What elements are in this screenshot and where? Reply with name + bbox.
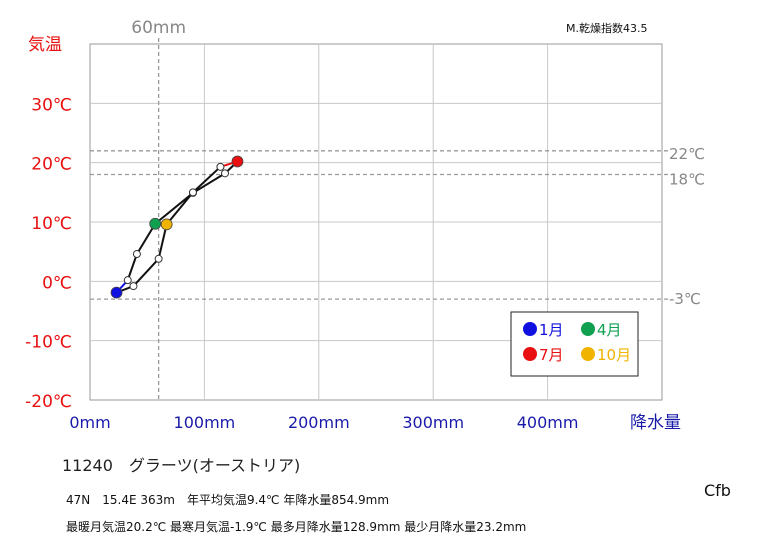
reference-lines: 60mm 22℃ 18℃ -3℃ — [90, 18, 705, 400]
legend-label-4: 4月 — [597, 321, 622, 339]
y-tick-labels: -20℃ -10℃ 0℃ 10℃ 20℃ 30℃ — [25, 95, 72, 412]
path-segment — [126, 253, 138, 281]
month-point-3 — [132, 250, 141, 259]
ref-label-60mm: 60mm — [131, 18, 186, 38]
station-info: 47N 15.4E 363m 年平均気温9.4℃ 年降水量854.9mm — [66, 493, 390, 507]
path-segment — [132, 258, 160, 287]
y-tick-label: 10℃ — [31, 214, 72, 234]
x-tick-label: 0mm — [69, 413, 110, 432]
month-point-11 — [154, 254, 163, 263]
month-point-10 — [160, 218, 173, 231]
climate-class: Cfb — [704, 481, 731, 500]
month-point-6 — [220, 169, 229, 178]
month-point-9 — [188, 188, 197, 197]
y-tick-label: 20℃ — [31, 155, 72, 175]
path-segment — [154, 192, 194, 225]
climate-path — [110, 155, 244, 299]
legend-label-7: 7月 — [539, 346, 564, 364]
x-tick-label: 400mm — [517, 413, 579, 432]
month-point-2 — [123, 276, 132, 285]
month-point-8 — [216, 162, 225, 171]
month-point-4 — [149, 217, 162, 230]
x-tick-label: 200mm — [288, 413, 350, 432]
legend-marker-10 — [581, 347, 595, 361]
legend-marker-7 — [523, 347, 537, 361]
x-tick-label: 100mm — [174, 413, 236, 432]
y-tick-label: 0℃ — [42, 273, 72, 293]
x-axis-label: 降水量 — [630, 413, 681, 433]
legend-marker-1 — [523, 322, 537, 336]
path-segment — [165, 191, 194, 226]
month-point-1 — [110, 286, 123, 299]
path-segment — [192, 166, 222, 194]
legend-marker-4 — [581, 322, 595, 336]
month-point-12 — [129, 282, 138, 291]
legend-label-1: 1月 — [539, 321, 564, 339]
legend: 1月 4月 7月 10月 — [510, 311, 639, 377]
path-segment — [192, 172, 226, 194]
y-tick-label: -10℃ — [25, 333, 72, 353]
x-tick-label: 300mm — [402, 413, 464, 432]
y-tick-label: -20℃ — [25, 392, 72, 412]
x-tick-labels: 0mm 100mm 200mm 300mm 400mm — [69, 413, 578, 432]
station-title: 11240 グラーツ(オーストリア) — [62, 456, 301, 475]
y-tick-label: 30℃ — [31, 95, 72, 115]
month-point-7 — [231, 155, 244, 168]
legend-label-10: 10月 — [597, 346, 631, 364]
y-axis-label: 気温 — [28, 35, 62, 55]
ref-22-label: 22℃ — [669, 145, 705, 163]
aridity-index: M.乾燥指数43.5 — [566, 22, 648, 35]
station-extremes: 最暖月気温20.2℃ 最寒月気温-1.9℃ 最多月降水量128.9mm 最少月降… — [66, 520, 527, 534]
ref-minus3-label: -3℃ — [669, 290, 701, 308]
ref-18-label: 18℃ — [669, 171, 705, 189]
